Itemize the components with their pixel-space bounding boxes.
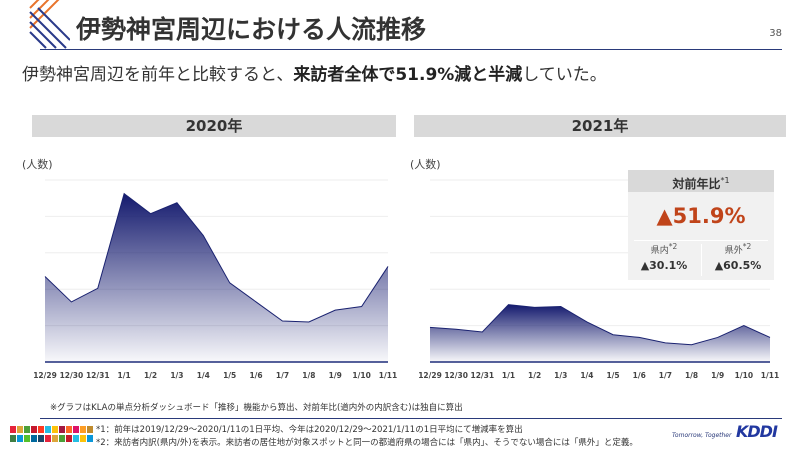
color-block	[80, 426, 86, 433]
x-tick-label: 1/6	[249, 371, 262, 380]
yoy-outside: 県外*2 ▲60.5%	[702, 242, 774, 272]
color-block	[17, 426, 23, 433]
color-block	[73, 426, 79, 433]
x-tick-label: 1/11	[761, 371, 779, 380]
x-tick-label: 12/30	[444, 371, 468, 380]
color-block	[52, 426, 58, 433]
yoy-title-text: 対前年比	[672, 177, 721, 191]
x-tick-label: 1/6	[633, 371, 646, 380]
outside-label: 県外	[724, 246, 743, 256]
x-tick-label: 1/8	[302, 371, 315, 380]
color-block	[73, 434, 79, 442]
series-line	[429, 304, 771, 346]
x-tick-label: 12/30	[60, 371, 84, 380]
area-series	[430, 304, 770, 362]
footnote-1: *1：前年は2019/12/29～2020/1/11の1日平均、今年は2020/…	[96, 425, 523, 435]
x-tick-label: 1/9	[711, 371, 724, 380]
page-number: 38	[769, 28, 782, 39]
inside-value: ▲30.1%	[640, 259, 688, 272]
x-tick-label: 1/3	[170, 371, 183, 380]
x-tick-label: 1/7	[659, 371, 672, 380]
source-note: ※グラフはKLAの単点分析ダッシュボード「推移」機能から算出、対前年比(道内外の…	[50, 403, 463, 413]
tagline: Tomorrow, Together	[672, 432, 732, 439]
color-block	[66, 434, 72, 442]
color-block	[10, 434, 16, 442]
outside-value: ▲60.5%	[714, 259, 762, 272]
color-block	[10, 426, 16, 433]
footnote-2: *2：来訪者内訳(県内/外)を表示。来訪者の居住地が対象スポットと同一の都道府県…	[96, 438, 638, 448]
color-block	[31, 434, 37, 442]
x-tick-label: 1/11	[379, 371, 397, 380]
area-series	[45, 193, 388, 362]
color-block	[38, 426, 44, 433]
color-block	[38, 434, 44, 442]
summary-post: していた。	[522, 65, 607, 85]
color-block	[59, 434, 65, 442]
chart-2021-title: 2021年	[414, 115, 786, 137]
outside-note: *2	[742, 242, 752, 251]
color-block	[87, 434, 93, 442]
yoy-panel: 対前年比*1 ▲51.9% 県内*2 ▲30.1% 県外*2 ▲60.5%	[628, 170, 774, 280]
summary-pre: 伊勢神宮周辺を前年と比較すると、	[22, 65, 294, 85]
x-tick-label: 1/2	[144, 371, 157, 380]
divider	[40, 49, 782, 50]
x-tick-label: 12/29	[33, 371, 57, 380]
y-unit-2020: (人数)	[22, 158, 53, 171]
x-tick-label: 1/9	[329, 371, 342, 380]
x-tick-label: 12/31	[470, 371, 494, 380]
footer-divider	[40, 418, 782, 419]
chart-2020: 12/29 12/30 12/31 1/1 1/2 1/3 1/4 1/5 1/6 1/7 1/8 1…	[33, 179, 397, 380]
x-tick-label: 1/8	[685, 371, 698, 380]
sdgs-color-bar	[10, 426, 96, 442]
kddi-logo: KDDI	[736, 422, 778, 441]
color-block	[45, 434, 51, 442]
x-tick-label: 1/3	[554, 371, 567, 380]
x-tick-label: 1/1	[502, 371, 515, 380]
page-title: 伊勢神宮周辺における人流推移	[76, 15, 427, 44]
summary-highlight: 来訪者全体で51.9%減と半減	[293, 65, 523, 85]
color-block	[24, 426, 30, 433]
yoy-total: ▲51.9%	[656, 204, 746, 228]
y-unit-2021: (人数)	[410, 158, 441, 171]
color-block	[66, 426, 72, 433]
yoy-inside: 県内*2 ▲30.1%	[628, 242, 700, 272]
x-tick-label: 12/31	[86, 371, 110, 380]
x-tick-label: 1/4	[197, 371, 210, 380]
x-tick-label: 1/1	[118, 371, 131, 380]
color-block	[87, 426, 93, 433]
x-tick-label: 1/4	[580, 371, 593, 380]
color-block	[80, 434, 86, 442]
inside-label: 県内	[650, 246, 669, 256]
color-block	[31, 426, 37, 433]
inside-note: *2	[668, 242, 678, 251]
summary-text: 伊勢神宮周辺を前年と比較すると、来訪者全体で51.9%減と半減していた。	[22, 60, 607, 85]
decorative-stripes	[29, 0, 70, 49]
x-tick-label: 12/29	[418, 371, 442, 380]
yoy-title: 対前年比*1	[628, 170, 774, 192]
x-tick-label: 1/10	[735, 371, 753, 380]
yoy-title-note: *1	[720, 176, 730, 185]
color-block	[45, 426, 51, 433]
x-tick-label: 1/5	[223, 371, 236, 380]
color-block	[17, 434, 23, 442]
x-tick-label: 1/2	[528, 371, 541, 380]
color-block	[52, 434, 58, 442]
x-tick-label: 1/7	[276, 371, 289, 380]
x-tick-label: 1/5	[606, 371, 619, 380]
x-tick-label: 1/10	[352, 371, 370, 380]
chart-2020-title: 2020年	[32, 115, 396, 137]
chart-2021: 12/29 12/30 12/31 1/1 1/2 1/3 1/4 1/5 1/6 1/7 1/8 1…	[418, 179, 779, 380]
color-block	[59, 426, 65, 433]
color-block	[24, 434, 30, 442]
series-line	[44, 192, 389, 323]
